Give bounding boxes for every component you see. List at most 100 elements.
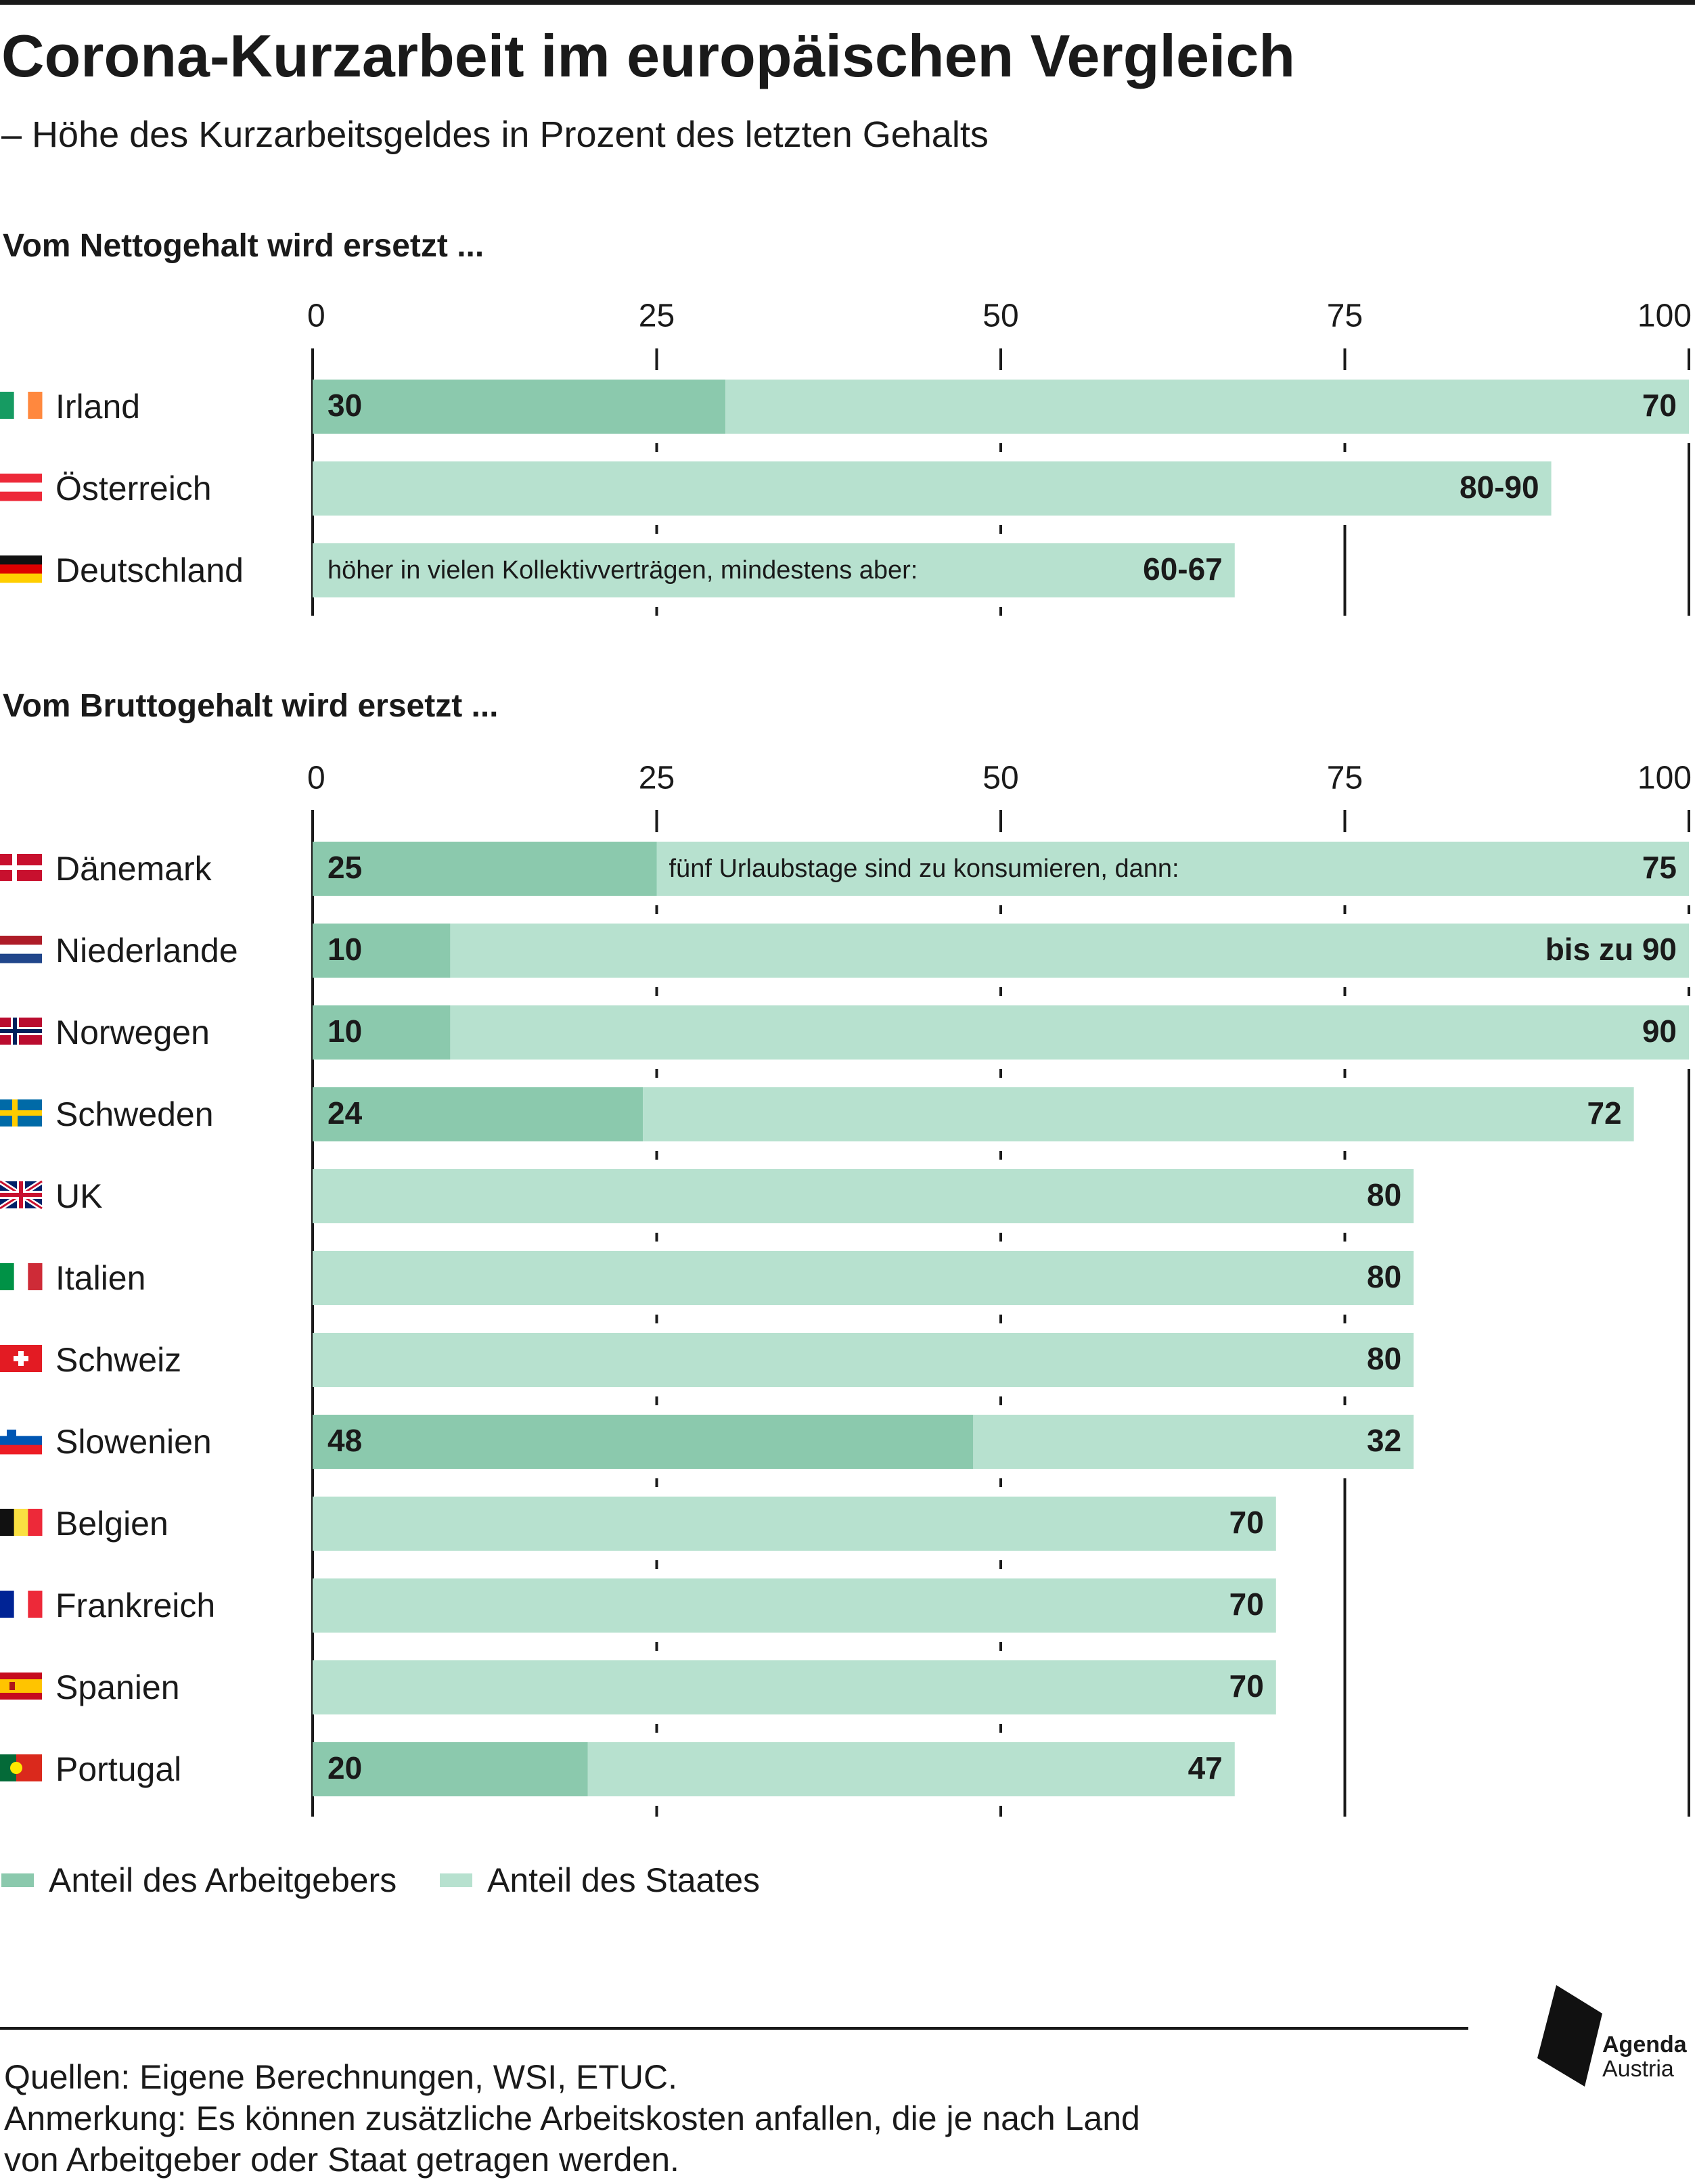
bar-state: [313, 543, 1235, 597]
flag-sweden-icon: [0, 1099, 42, 1127]
bar-state: [313, 1497, 1276, 1551]
value-label-employer: 24: [327, 1095, 363, 1131]
value-label-state: 70: [1229, 1505, 1264, 1540]
bar-state: [643, 1087, 1634, 1141]
tick-label-50: 50: [982, 760, 1018, 796]
bar-row-schweiz: 80 Schweiz: [0, 1323, 1416, 1396]
bar-row-belgien: 70 Belgien: [0, 1487, 1278, 1560]
bar-row-schweden: 24 72 Schweden: [0, 1078, 1635, 1151]
footer-notes: Quellen: Eigene Berechnungen, WSI, ETUC.…: [4, 2057, 1140, 2181]
section-title-brutto: Vom Bruttogehalt wird ersetzt ...: [3, 688, 499, 724]
flag-spain-icon: [0, 1673, 42, 1700]
logo-text-line1: Agenda: [1602, 2032, 1687, 2057]
value-label-state: 90: [1642, 1014, 1677, 1049]
bar-employer: [313, 1005, 451, 1060]
legend-item-employer: Anteil des Arbeitgebers: [1, 1861, 397, 1900]
value-label-employer: 30: [327, 388, 362, 423]
bar-state: [656, 842, 1689, 896]
chart-panel-1: 0 25 50 75 100 25 75 fünf Urlaubstage sind zu k…: [0, 760, 1692, 1817]
footer-note-line2: von Arbeitgeber oder Staat getragen werd…: [4, 2141, 679, 2179]
flag-italy-icon: [0, 1263, 43, 1290]
bar-row-niederlande: 10 bis zu 90 Niederlande: [0, 914, 1690, 987]
section-title-netto: Vom Nettogehalt wird ersetzt ...: [3, 228, 484, 264]
bar-state: [973, 1415, 1414, 1469]
country-label-irland: Irland: [55, 388, 140, 426]
value-label-state: 80: [1367, 1341, 1401, 1376]
bar-state: [313, 1333, 1414, 1387]
bar-row-osterreich: 80-90 Österreich: [0, 452, 1553, 525]
bar-state: [313, 1660, 1276, 1714]
chart-title: Corona-Kurzarbeit im europäischen Vergle…: [1, 22, 1296, 89]
value-label-state: 75: [1642, 850, 1677, 885]
bar-state: [313, 1578, 1276, 1633]
value-label-state: 32: [1367, 1423, 1401, 1458]
flag-ireland-icon: [0, 392, 43, 419]
bar-employer: [313, 1415, 974, 1469]
legend-swatch-state: [440, 1873, 472, 1887]
flag-portugal-icon: [0, 1754, 42, 1781]
bar-state: [725, 380, 1689, 434]
country-label-schweden: Schweden: [55, 1095, 214, 1133]
country-label-portugal: Portugal: [55, 1750, 181, 1788]
value-label-state: 80: [1367, 1177, 1401, 1212]
chart-subtitle: – Höhe des Kurzarbeitsgeldes in Prozent …: [1, 114, 989, 155]
bar-state: [313, 461, 1552, 516]
flag-belgium-icon: [0, 1509, 43, 1536]
flag-norway-icon: [0, 1018, 42, 1045]
tick-label-75: 75: [1327, 760, 1363, 796]
bar-row-norwegen: 10 90 Norwegen: [0, 996, 1690, 1069]
value-label-state: 70: [1642, 388, 1677, 423]
logo-text-line2: Austria: [1602, 2056, 1674, 2082]
value-label-state: 80-90: [1460, 470, 1539, 505]
value-label-state: 60-67: [1143, 551, 1223, 587]
bar-state: [450, 924, 1689, 978]
value-label-employer: 10: [327, 1014, 362, 1049]
value-label-state: 70: [1229, 1668, 1264, 1704]
tick-label-100: 100: [1637, 760, 1692, 796]
tick-label-50: 50: [982, 298, 1018, 334]
tick-label-75: 75: [1327, 298, 1363, 334]
value-label-employer: 20: [327, 1750, 362, 1785]
country-label-deutschland: Deutschland: [55, 551, 244, 589]
country-label-schweiz: Schweiz: [55, 1341, 181, 1379]
legend-label-state: Anteil des Staates: [487, 1861, 761, 1899]
bar-row-uk: 80 UK: [0, 1160, 1416, 1233]
agenda-austria-logo-icon: [1537, 1985, 1602, 2087]
value-label-state: 80: [1367, 1259, 1401, 1294]
value-label-state: 47: [1188, 1750, 1223, 1785]
bar-row-spanien: 70 Spanien: [0, 1651, 1278, 1724]
flag-uk-icon: [0, 1179, 44, 1211]
footer-note-line1: Anmerkung: Es können zusätzliche Arbeits…: [4, 2099, 1140, 2137]
bar-row-slowenien: 48 32 Slowenien: [0, 1405, 1416, 1478]
tick-label-25: 25: [639, 298, 675, 334]
footer-sources: Quellen: Eigene Berechnungen, WSI, ETUC.: [4, 2058, 677, 2096]
bar-note: höher in vielen Kollektivverträgen, mind…: [327, 556, 918, 585]
bar-row-italien: 80 Italien: [0, 1242, 1416, 1315]
country-label-belgien: Belgien: [55, 1505, 168, 1543]
flag-slovenia-icon: [0, 1427, 42, 1455]
tick-label-25: 25: [639, 760, 675, 796]
footer-rule: [0, 2027, 1468, 2030]
tick-label-0: 0: [307, 760, 325, 796]
value-label-state: 72: [1587, 1095, 1621, 1131]
bar-note: fünf Urlaubstage sind zu konsumieren, da…: [669, 855, 1179, 883]
bar-row-deutschland: 60-67 höher in vielen Kollektivverträgen,…: [0, 534, 1236, 607]
bar-employer: [313, 380, 726, 434]
tick-label-0: 0: [307, 298, 325, 334]
value-label-employer: 10: [327, 932, 362, 967]
top-rule: [0, 0, 1695, 5]
country-label-slowenien: Slowenien: [55, 1423, 212, 1461]
tick-label-100: 100: [1637, 298, 1692, 334]
legend-swatch-employer: [1, 1873, 34, 1887]
flag-netherlands-icon: [0, 936, 42, 963]
logo-wordmark: Agenda Austria: [1602, 2032, 1687, 2081]
bar-employer: [313, 842, 657, 896]
bar-row-frankreich: 70 Frankreich: [0, 1569, 1278, 1642]
bar-employer: [313, 924, 451, 978]
bar-row-irland: 30 70 Irland: [0, 370, 1690, 443]
bar-state: [450, 1005, 1689, 1060]
country-label-niederlande: Niederlande: [55, 932, 238, 970]
bar-row-portugal: 20 47 Portugal: [0, 1733, 1236, 1806]
value-label-employer: 25: [327, 850, 362, 885]
